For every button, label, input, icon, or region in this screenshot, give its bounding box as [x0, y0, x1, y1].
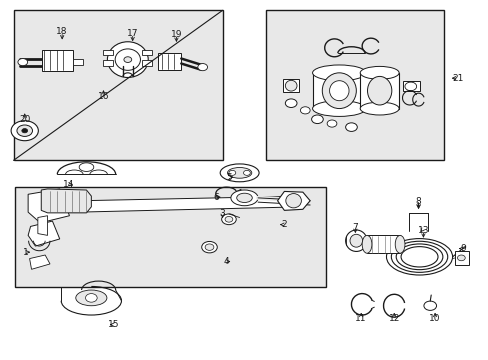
Text: 21: 21 — [452, 74, 463, 83]
Circle shape — [221, 214, 236, 225]
Text: 12: 12 — [388, 314, 399, 323]
Text: 4: 4 — [223, 257, 228, 266]
Circle shape — [457, 255, 464, 261]
Ellipse shape — [76, 290, 107, 306]
Text: 1: 1 — [23, 248, 28, 257]
Circle shape — [18, 59, 28, 66]
Text: 6: 6 — [213, 193, 219, 202]
Circle shape — [243, 170, 250, 175]
Ellipse shape — [349, 234, 362, 247]
Bar — [266, 10, 443, 160]
Text: 5: 5 — [225, 173, 231, 182]
Ellipse shape — [345, 230, 366, 251]
Bar — [402, 81, 419, 91]
Polygon shape — [30, 255, 50, 269]
Circle shape — [326, 120, 336, 127]
Circle shape — [228, 170, 235, 175]
Ellipse shape — [360, 102, 398, 115]
Text: 16: 16 — [98, 91, 109, 100]
Bar — [360, 73, 398, 109]
Ellipse shape — [285, 194, 301, 208]
Circle shape — [123, 57, 131, 63]
Ellipse shape — [227, 167, 251, 178]
Text: 19: 19 — [170, 30, 182, 39]
Text: 13: 13 — [417, 225, 428, 234]
Ellipse shape — [322, 73, 356, 109]
Polygon shape — [38, 216, 47, 235]
Bar — [14, 10, 222, 160]
Polygon shape — [28, 189, 69, 223]
Polygon shape — [41, 189, 91, 213]
Ellipse shape — [107, 42, 148, 77]
Circle shape — [204, 244, 213, 250]
Ellipse shape — [312, 65, 366, 81]
Bar — [41, 50, 73, 71]
Bar — [454, 251, 468, 265]
Text: 20: 20 — [19, 115, 30, 124]
Text: 8: 8 — [415, 197, 421, 206]
Ellipse shape — [312, 101, 366, 116]
Bar — [142, 60, 152, 66]
Ellipse shape — [220, 164, 259, 182]
Polygon shape — [28, 221, 60, 246]
Text: 11: 11 — [355, 314, 366, 323]
Ellipse shape — [360, 66, 398, 79]
Text: 15: 15 — [108, 320, 120, 329]
Polygon shape — [277, 192, 309, 210]
Bar — [103, 50, 113, 55]
Bar — [312, 73, 366, 109]
Circle shape — [285, 99, 296, 108]
Text: 10: 10 — [428, 314, 440, 323]
Ellipse shape — [230, 190, 258, 206]
Circle shape — [201, 242, 217, 253]
Circle shape — [22, 129, 28, 133]
Circle shape — [224, 216, 232, 222]
Text: 18: 18 — [56, 27, 68, 36]
Ellipse shape — [394, 235, 404, 253]
Circle shape — [17, 125, 32, 136]
Ellipse shape — [367, 76, 391, 105]
Circle shape — [345, 123, 357, 131]
Text: 9: 9 — [460, 244, 465, 253]
Circle shape — [300, 107, 309, 114]
Circle shape — [423, 301, 436, 310]
Ellipse shape — [236, 193, 252, 203]
Circle shape — [11, 121, 38, 141]
Bar — [15, 187, 325, 287]
Bar — [283, 79, 298, 93]
Ellipse shape — [285, 80, 296, 91]
Bar — [73, 59, 83, 65]
Bar — [158, 53, 181, 70]
Circle shape — [311, 115, 323, 123]
Text: 14: 14 — [62, 180, 74, 189]
Polygon shape — [47, 196, 302, 213]
Bar — [103, 60, 113, 66]
Circle shape — [85, 294, 97, 302]
Text: 17: 17 — [127, 29, 138, 38]
Bar — [142, 50, 152, 55]
Ellipse shape — [115, 49, 140, 70]
Text: 3: 3 — [219, 210, 225, 219]
Text: 7: 7 — [352, 222, 358, 231]
Ellipse shape — [198, 64, 207, 71]
Ellipse shape — [329, 81, 348, 101]
Text: 2: 2 — [281, 220, 286, 229]
Bar — [366, 235, 399, 253]
Ellipse shape — [362, 235, 371, 253]
